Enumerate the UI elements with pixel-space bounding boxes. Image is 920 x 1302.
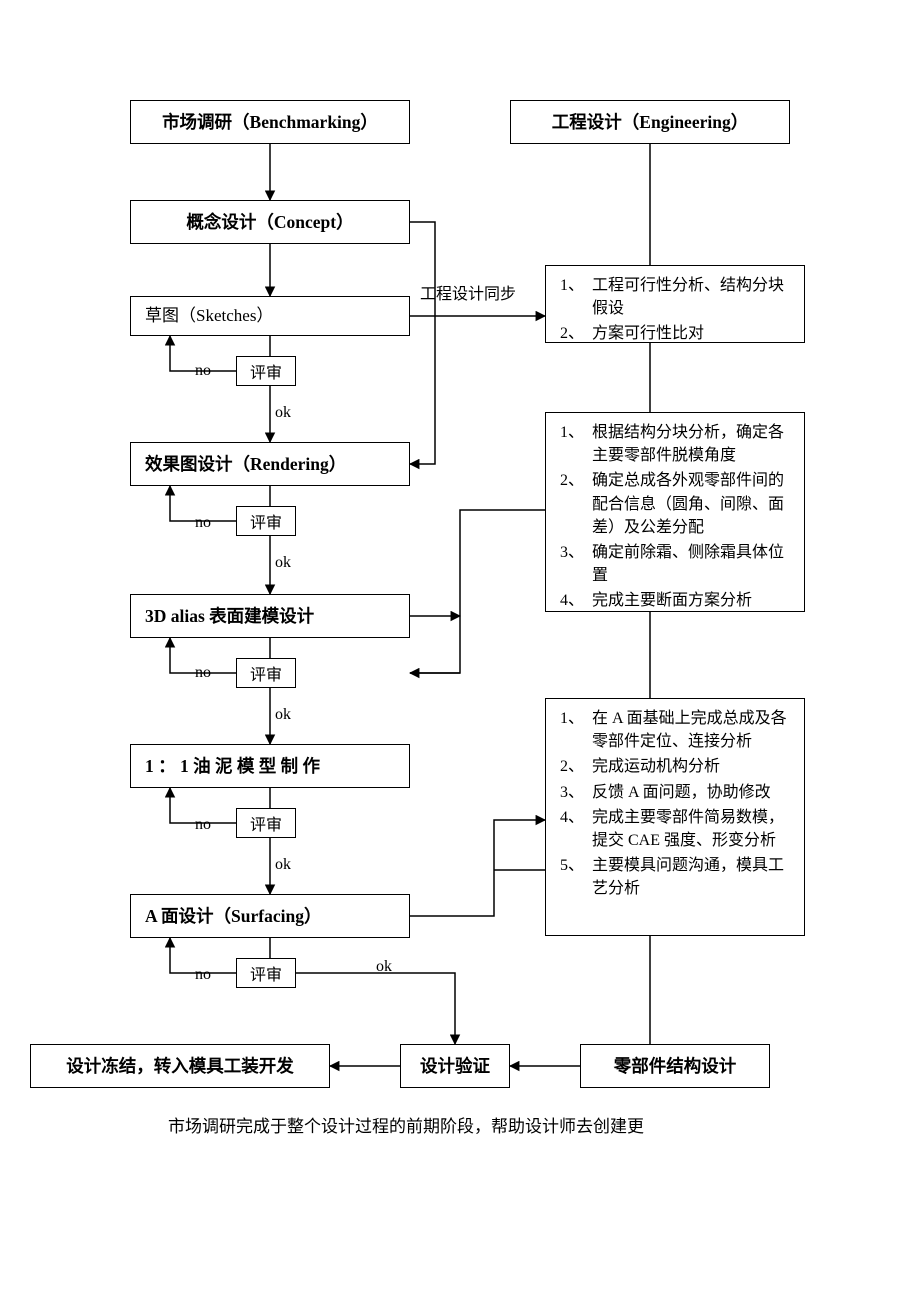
detail-line: 5、主要模具问题沟通，模具工艺分析 [560, 854, 790, 900]
node-label: 设计冻结，转入模具工装开发 [66, 1054, 294, 1079]
node-label: 零部件结构设计 [614, 1054, 737, 1079]
edge-label-ok3: ok [275, 706, 291, 724]
node-label: 市场调研（Benchmarking） [162, 110, 378, 135]
edge-label-ok4: ok [275, 856, 291, 874]
edge-label-no4: no [195, 816, 211, 834]
edge-label-sync: 工程设计同步 [420, 280, 516, 304]
edge-label-no1: no [195, 362, 211, 380]
node-review-3: 评审 [236, 658, 296, 688]
detail-line: 3、确定前除霜、侧除霜具体位置 [560, 541, 790, 587]
node-label: 评审 [250, 661, 282, 685]
node-part-design: 零部件结构设计 [580, 1044, 770, 1088]
detail-line: 2、完成运动机构分析 [560, 755, 790, 778]
detail-line: 1、根据结构分块分析，确定各主要零部件脱模角度 [560, 421, 790, 467]
detail-line: 3、反馈 A 面问题，协助修改 [560, 781, 790, 804]
node-detail-1: 1、工程可行性分析、结构分块假设2、方案可行性比对 [545, 265, 805, 343]
node-engineering: 工程设计（Engineering） [510, 100, 790, 144]
edge-label-no5: no [195, 966, 211, 984]
edge-label-ok2: ok [275, 554, 291, 572]
node-clay-model: 1 ： 1 油 泥 模 型 制 作 [130, 744, 410, 788]
node-review-5: 评审 [236, 958, 296, 988]
node-label: 1 ： 1 油 泥 模 型 制 作 [145, 754, 320, 779]
node-label: 评审 [250, 509, 282, 533]
edge-label-no2: no [195, 514, 211, 532]
node-label: 评审 [250, 359, 282, 383]
node-label: 评审 [250, 961, 282, 985]
node-review-2: 评审 [236, 506, 296, 536]
node-freeze: 设计冻结，转入模具工装开发 [30, 1044, 330, 1088]
node-label: 3D alias 表面建模设计 [145, 604, 314, 629]
node-label: 效果图设计（Rendering） [145, 452, 346, 477]
caption-text: 市场调研完成于整个设计过程的前期阶段，帮助设计师去创建更 [168, 1112, 644, 1137]
node-review-1: 评审 [236, 356, 296, 386]
node-surfacing: A 面设计（Surfacing） [130, 894, 410, 938]
edges-layer [0, 0, 920, 1302]
node-concept: 概念设计（Concept） [130, 200, 410, 244]
detail-line: 2、方案可行性比对 [560, 322, 790, 345]
node-label: 设计验证 [420, 1054, 490, 1079]
detail-line: 2、确定总成各外观零部件间的配合信息（圆角、间隙、面差）及公差分配 [560, 469, 790, 539]
detail-line: 1、在 A 面基础上完成总成及各零部件定位、连接分析 [560, 707, 790, 753]
node-label: A 面设计（Surfacing） [145, 904, 321, 929]
node-verify: 设计验证 [400, 1044, 510, 1088]
detail-line: 4、完成主要零部件简易数模，提交 CAE 强度、形变分析 [560, 806, 790, 852]
edge-label-ok5: ok [376, 958, 392, 976]
node-sketches: 草图（Sketches） [130, 296, 410, 336]
node-rendering: 效果图设计（Rendering） [130, 442, 410, 486]
node-label: 概念设计（Concept） [186, 210, 353, 235]
node-review-4: 评审 [236, 808, 296, 838]
detail-line: 1、工程可行性分析、结构分块假设 [560, 274, 790, 320]
edge-label-ok1: ok [275, 404, 291, 422]
node-alias: 3D alias 表面建模设计 [130, 594, 410, 638]
node-label: 评审 [250, 811, 282, 835]
node-benchmarking: 市场调研（Benchmarking） [130, 100, 410, 144]
detail-line: 4、完成主要断面方案分析 [560, 589, 790, 612]
edge-label-no3: no [195, 664, 211, 682]
node-label: 工程设计（Engineering） [552, 110, 748, 135]
flowchart-canvas: 市场调研（Benchmarking） 工程设计（Engineering） 概念设… [0, 0, 920, 1302]
node-label: 草图（Sketches） [145, 304, 273, 328]
node-detail-2: 1、根据结构分块分析，确定各主要零部件脱模角度2、确定总成各外观零部件间的配合信… [545, 412, 805, 612]
node-detail-3: 1、在 A 面基础上完成总成及各零部件定位、连接分析2、完成运动机构分析 3、反馈… [545, 698, 805, 936]
